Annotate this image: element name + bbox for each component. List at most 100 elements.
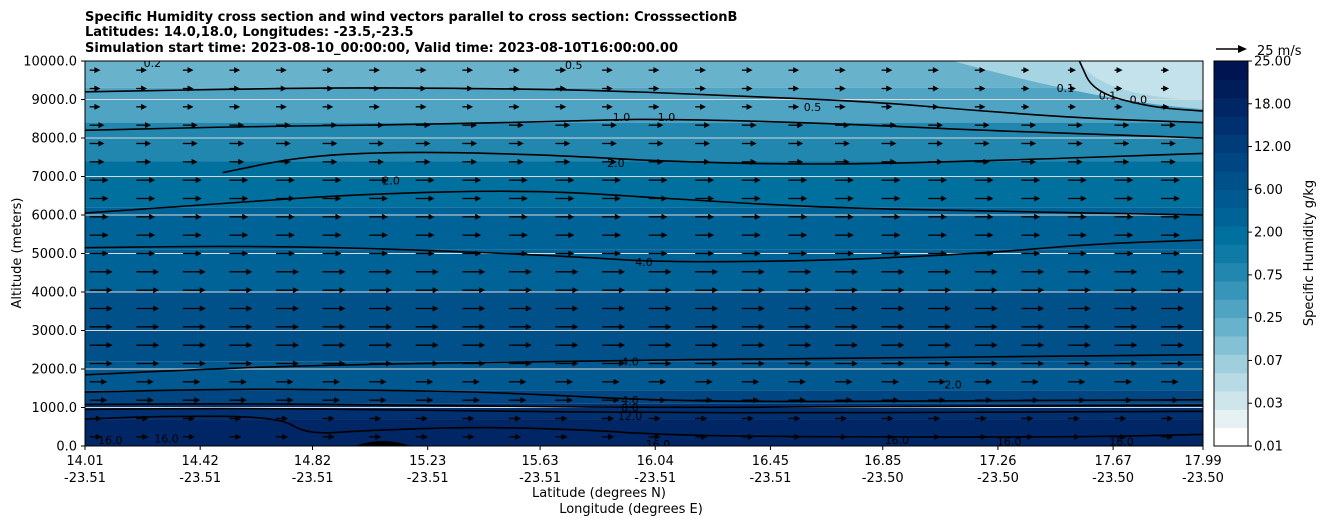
wind-vector <box>89 158 105 165</box>
wind-vector <box>741 177 761 184</box>
wind-vector <box>1161 140 1176 147</box>
colorbar-segment-1 <box>1214 409 1248 429</box>
plot-area: 0.50.51.0 1.02.02.04.04.04.08.012.016.0 16… <box>85 61 1203 447</box>
wind-vector <box>462 323 486 330</box>
wind-vector <box>1114 250 1134 257</box>
wind-vector <box>695 378 713 385</box>
wind-vector <box>695 397 713 404</box>
wind-vector <box>182 397 201 404</box>
wind-vector <box>1114 177 1134 184</box>
wind-vector <box>1067 360 1091 367</box>
wind-vector <box>648 122 664 129</box>
wind-vector <box>881 195 901 202</box>
contour-label-9: 8.0 <box>621 402 639 415</box>
wind-vector <box>275 323 299 330</box>
wind-vector <box>229 415 242 422</box>
wind-vector <box>415 103 427 110</box>
wind-vector <box>369 415 382 422</box>
wind-vector <box>788 158 804 165</box>
wind-vector <box>788 415 801 422</box>
wind-vector <box>695 103 706 110</box>
wind-vector <box>1067 195 1087 202</box>
wind-vector <box>788 342 812 349</box>
wind-vector <box>462 305 486 312</box>
wind-vector <box>974 177 994 184</box>
terrain <box>354 440 411 446</box>
wind-vector <box>555 195 575 202</box>
wind-vector <box>89 85 101 92</box>
wind-vector <box>508 122 524 129</box>
wind-vector <box>182 177 202 184</box>
wind-vector <box>602 158 617 165</box>
wind-vector <box>1021 250 1041 257</box>
wind-vector <box>1114 158 1130 165</box>
wind-vector <box>369 195 389 202</box>
wind-vector <box>648 195 668 202</box>
wind-vector <box>415 305 439 312</box>
wind-vector <box>182 67 194 74</box>
wind-vector <box>508 287 532 294</box>
wind-vector <box>1067 250 1087 257</box>
wind-vector <box>1114 103 1123 110</box>
wind-vector <box>974 232 994 239</box>
wind-vector <box>1021 177 1041 184</box>
colorbar-segment-9 <box>1214 262 1248 282</box>
y-tick-label-9: 9000.0 <box>32 93 78 108</box>
wind-vector <box>788 67 800 74</box>
x-tick-label-lat-2: 14.82 <box>294 454 331 469</box>
wind-vector <box>695 287 719 294</box>
wind-vector <box>788 140 804 147</box>
wind-vector <box>1161 195 1180 202</box>
colorbar-tick-label-8: 18.00 <box>1254 97 1291 112</box>
quiver-key-label: 25 m/s <box>1257 44 1302 59</box>
wind-vector <box>741 85 753 92</box>
wind-vector <box>322 158 338 165</box>
wind-vector <box>648 415 661 422</box>
chart-title-line-3: Simulation start time: 2023-08-10_00:00:… <box>85 41 678 56</box>
wind-vector <box>928 85 939 92</box>
colorbar-segment-0 <box>1214 427 1248 447</box>
colorbar-tick-label-3: 0.25 <box>1254 311 1283 326</box>
wind-vector <box>136 323 160 330</box>
wind-vector <box>136 177 156 184</box>
wind-vector <box>741 268 765 275</box>
wind-vector <box>508 360 532 367</box>
colorbar-tick-label-4: 0.75 <box>1254 268 1283 283</box>
wind-vector <box>695 415 708 422</box>
wind-vector <box>974 195 994 202</box>
wind-vector <box>648 397 667 404</box>
wind-vector <box>462 360 486 367</box>
wind-vector <box>415 85 427 92</box>
wind-vector <box>834 360 858 367</box>
wind-vector <box>89 177 109 184</box>
contour-label-12: 16.0 <box>885 434 910 447</box>
colorbar-segment-5 <box>1214 336 1248 355</box>
wind-vector <box>275 213 295 220</box>
wind-vector <box>928 415 941 422</box>
wind-vector <box>322 232 342 239</box>
wind-vector <box>1021 122 1037 129</box>
wind-vector <box>369 67 380 74</box>
wind-vector <box>555 397 573 404</box>
wind-vector <box>369 103 380 110</box>
colorbar-tick-label-0: 0.01 <box>1254 440 1283 455</box>
wind-vector <box>415 122 431 129</box>
wind-vector <box>1067 232 1087 239</box>
wind-vector <box>89 232 109 239</box>
wind-vector <box>322 305 346 312</box>
wind-vector <box>229 268 253 275</box>
wind-vector <box>415 268 439 275</box>
wind-vector <box>369 305 393 312</box>
wind-vector <box>881 378 900 385</box>
wind-vector <box>555 360 579 367</box>
wind-vector <box>415 232 435 239</box>
wind-vector <box>928 268 952 275</box>
wind-vector <box>974 140 990 147</box>
wind-vector <box>182 85 194 92</box>
wind-vector <box>695 195 715 202</box>
wind-vector <box>136 140 152 147</box>
y-tick-label-3: 3000.0 <box>32 324 78 339</box>
wind-vector <box>1161 342 1184 349</box>
wind-vector <box>834 397 853 404</box>
wind-vector <box>136 305 160 312</box>
